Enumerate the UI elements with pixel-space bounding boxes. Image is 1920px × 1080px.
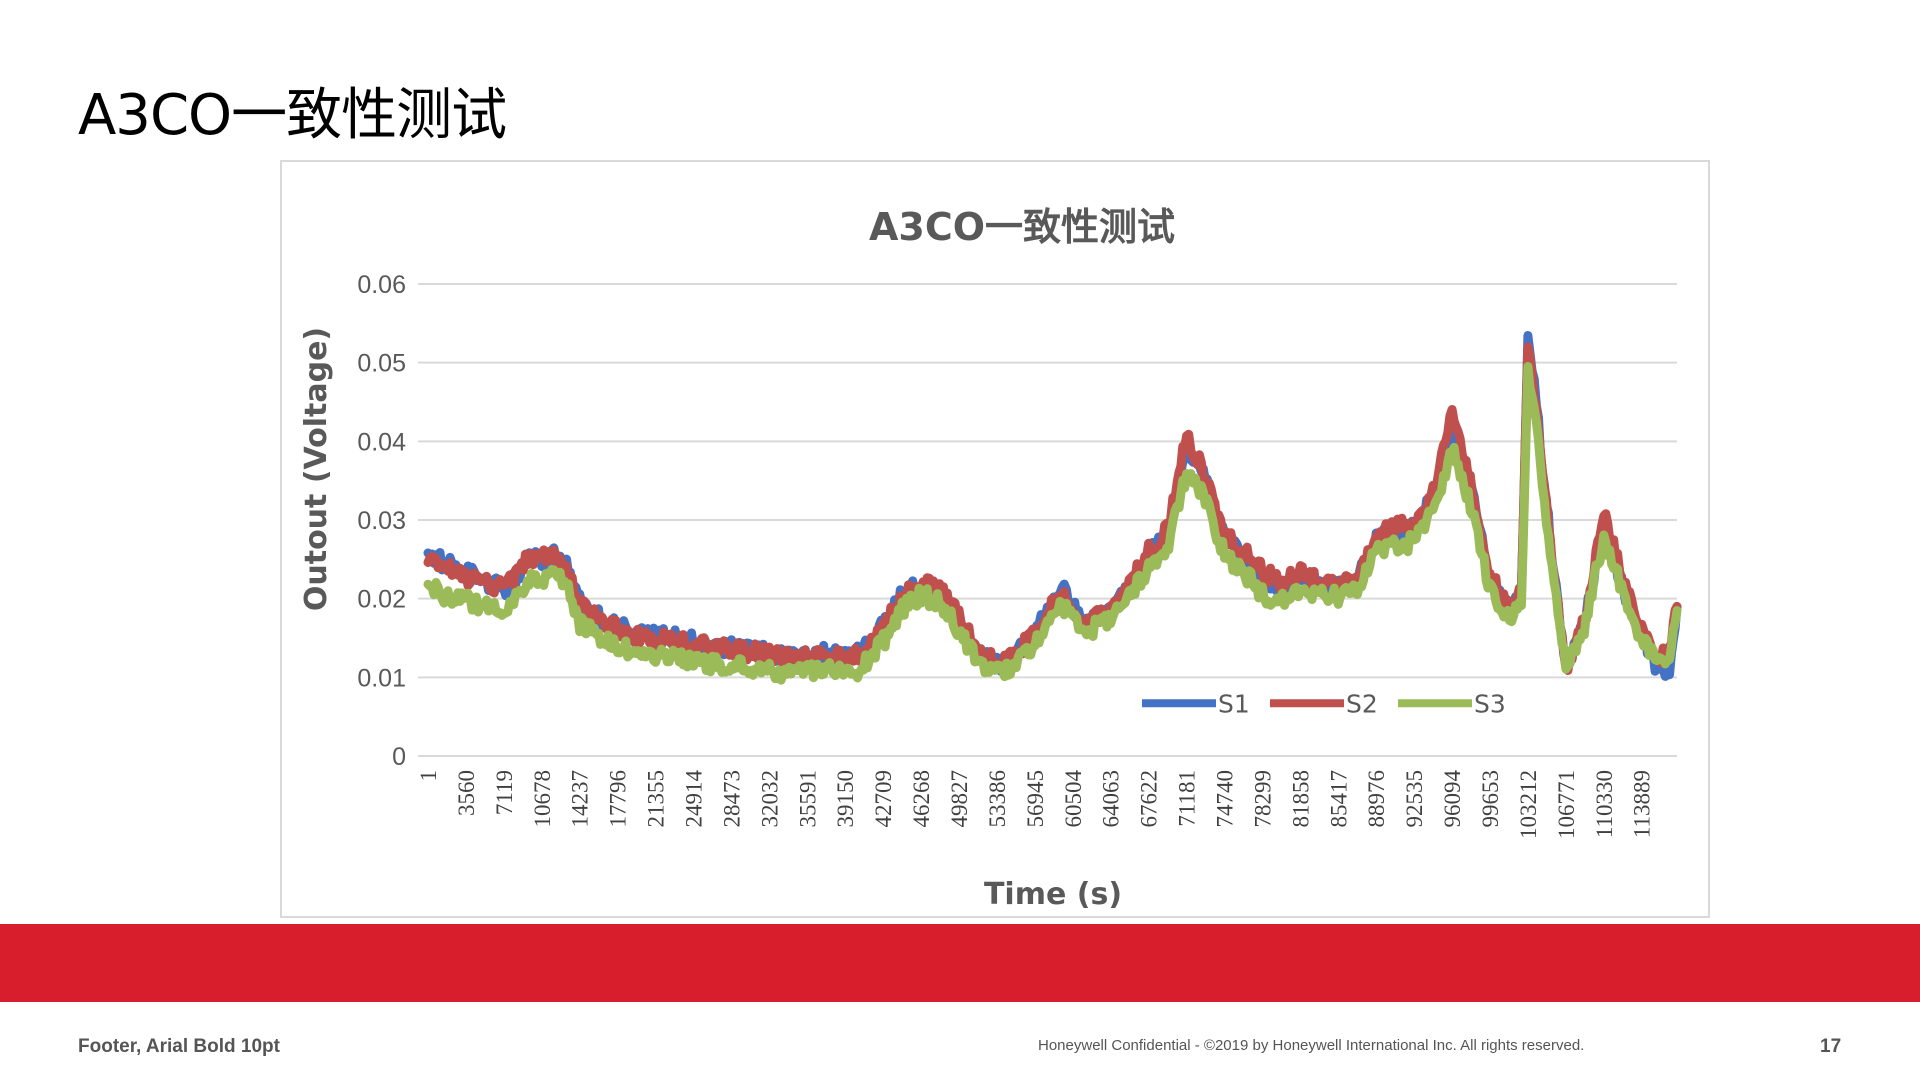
brand-band <box>0 924 1920 1002</box>
footer-label: Footer, Arial Bold 10pt <box>78 1036 280 1057</box>
x-tick-label: 46268 <box>909 770 934 828</box>
x-tick-label: 71181 <box>1175 770 1200 827</box>
x-tick-label: 96094 <box>1440 770 1465 828</box>
x-tick-label: 35591 <box>795 770 820 828</box>
page-number: 17 <box>1820 1036 1842 1057</box>
slide-title: A3CO一致性测试 <box>78 83 507 148</box>
x-tick-label: 3560 <box>454 770 479 816</box>
x-tick-label: 74740 <box>1213 770 1238 828</box>
footer-confidential: Honeywell Confidential - ©2019 by Honeyw… <box>1038 1037 1585 1054</box>
y-tick-label: 0.02 <box>357 586 406 614</box>
x-tick-label: 17796 <box>606 770 631 828</box>
x-tick-label: 21355 <box>644 770 669 828</box>
y-axis-label: Outout (Voltage) <box>299 327 334 611</box>
line-chart: A3CO一致性测试 0 0.01 0.02 0.03 0.04 0.05 0.06 1 356… <box>299 205 1682 912</box>
x-tick-label: 7119 <box>492 770 517 815</box>
x-tick-label: 81858 <box>1288 770 1313 828</box>
x-axis-label: Time (s) <box>984 877 1122 912</box>
x-tick-label: 64063 <box>1099 770 1124 828</box>
legend: S1 S2 S3 <box>1142 689 1506 718</box>
x-tick-label: 49827 <box>947 770 972 828</box>
x-tick-label: 24914 <box>682 770 707 828</box>
x-tick-label: 99653 <box>1478 770 1503 828</box>
series-lines <box>423 331 1682 685</box>
y-tick-label: 0.06 <box>357 271 406 299</box>
chart-title: A3CO一致性测试 <box>869 205 1175 249</box>
y-axis-ticks: 0 0.01 0.02 0.03 0.04 0.05 0.06 <box>357 271 406 771</box>
x-tick-label: 10678 <box>530 770 555 828</box>
x-tick-label: 88976 <box>1364 770 1389 828</box>
y-tick-label: 0.01 <box>357 664 406 692</box>
x-tick-label: 78299 <box>1250 770 1275 828</box>
x-tick-label: 92535 <box>1402 770 1427 828</box>
x-tick-label: 39150 <box>833 770 858 828</box>
legend-label-s3: S3 <box>1474 689 1506 718</box>
x-tick-label: 28473 <box>719 770 744 828</box>
y-tick-label: 0 <box>392 743 406 771</box>
x-tick-label: 113889 <box>1630 770 1655 838</box>
y-tick-label: 0.05 <box>357 350 406 378</box>
x-tick-label: 53386 <box>985 770 1010 828</box>
x-tick-label: 103212 <box>1516 770 1541 839</box>
series-line-s2 <box>423 342 1682 675</box>
series-line-s3 <box>423 362 1682 685</box>
x-tick-label: 14237 <box>568 770 593 828</box>
gridlines <box>418 283 1677 757</box>
chart-container: A3CO一致性测试 0 0.01 0.02 0.03 0.04 0.05 0.06 1 356… <box>280 160 1710 918</box>
y-tick-label: 0.04 <box>357 428 406 456</box>
x-tick-label: 56945 <box>1023 770 1048 828</box>
x-tick-label: 85417 <box>1326 770 1351 828</box>
legend-label-s2: S2 <box>1346 689 1378 718</box>
x-axis-ticks: 1 3560 7119 10678 14237 17796 21355 24914 28473 3… <box>416 770 1655 840</box>
x-tick-label: 106771 <box>1554 770 1579 839</box>
x-tick-label: 32032 <box>757 770 782 828</box>
y-tick-label: 0.03 <box>357 507 406 535</box>
x-tick-label: 42709 <box>871 770 896 828</box>
x-tick-label: 60504 <box>1061 770 1086 828</box>
legend-label-s1: S1 <box>1218 689 1250 718</box>
x-tick-label: 1 <box>416 770 441 782</box>
x-tick-label: 110330 <box>1592 770 1617 838</box>
x-tick-label: 67622 <box>1137 770 1162 828</box>
